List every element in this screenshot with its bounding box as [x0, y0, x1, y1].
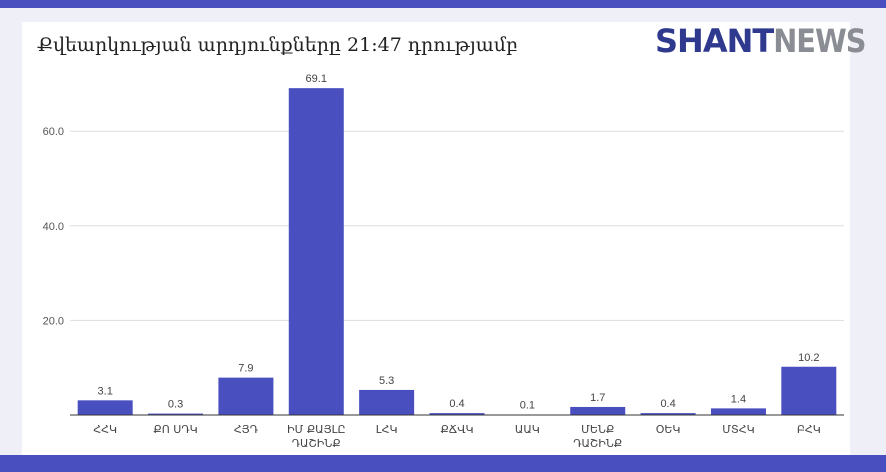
category-label: ՄԵՆՔ — [581, 423, 614, 436]
bar — [77, 400, 133, 415]
bar — [640, 413, 696, 415]
data-label: 3.1 — [98, 385, 113, 397]
category-label: ՀՅԴ — [234, 423, 258, 436]
category-label: ՄՏՀԿ — [722, 423, 754, 436]
data-label: 1.7 — [590, 392, 605, 404]
chart-title: Քվեարկության արդյունքները 21:47 դրությամ… — [37, 34, 518, 56]
category-label: ԱԱԿ — [515, 423, 540, 436]
bar — [288, 88, 344, 416]
data-label: 7.9 — [238, 363, 253, 375]
category-label: ԴԱՇԻՆՔ — [292, 437, 341, 450]
bar — [429, 413, 485, 415]
data-label: 0.4 — [449, 398, 464, 410]
bar — [148, 413, 204, 415]
category-label: ԼՀԿ — [376, 423, 398, 436]
data-label: 10.2 — [798, 352, 819, 364]
data-label: 5.3 — [379, 375, 394, 387]
bar — [710, 408, 766, 415]
data-label: 69.1 — [306, 73, 327, 85]
data-label: 0.1 — [520, 400, 535, 412]
data-label: 0.3 — [168, 399, 183, 411]
y-tick-label: 40.0 — [43, 221, 64, 233]
bar — [570, 406, 626, 415]
data-label: 1.4 — [731, 393, 746, 405]
category-label: ԲՀԿ — [797, 423, 821, 436]
bar — [359, 389, 415, 415]
bottom-accent-bar — [0, 455, 886, 472]
data-label: 0.4 — [660, 398, 675, 410]
category-label: ԴԱՇԻՆՔ — [573, 437, 622, 450]
shantnews-logo: SHANT NEWS — [655, 22, 866, 60]
chart-card — [22, 22, 850, 455]
bar — [218, 377, 274, 415]
category-label: ՀՀԿ — [93, 423, 117, 436]
y-tick-label: 20.0 — [43, 315, 64, 327]
y-tick-label: 60.0 — [43, 126, 64, 138]
category-label: ՔՃՎԿ — [440, 423, 473, 436]
logo-suffix: NEWS — [773, 22, 866, 60]
category-label: ՔՈ ՍԴԿ — [153, 423, 197, 436]
bar — [781, 366, 837, 415]
category-label: ՕԵԿ — [656, 423, 681, 436]
category-label: ԻՄ ՔԱՅԼԸ — [287, 423, 345, 436]
top-accent-bar — [0, 0, 886, 8]
logo-brand: SHANT — [655, 22, 774, 60]
